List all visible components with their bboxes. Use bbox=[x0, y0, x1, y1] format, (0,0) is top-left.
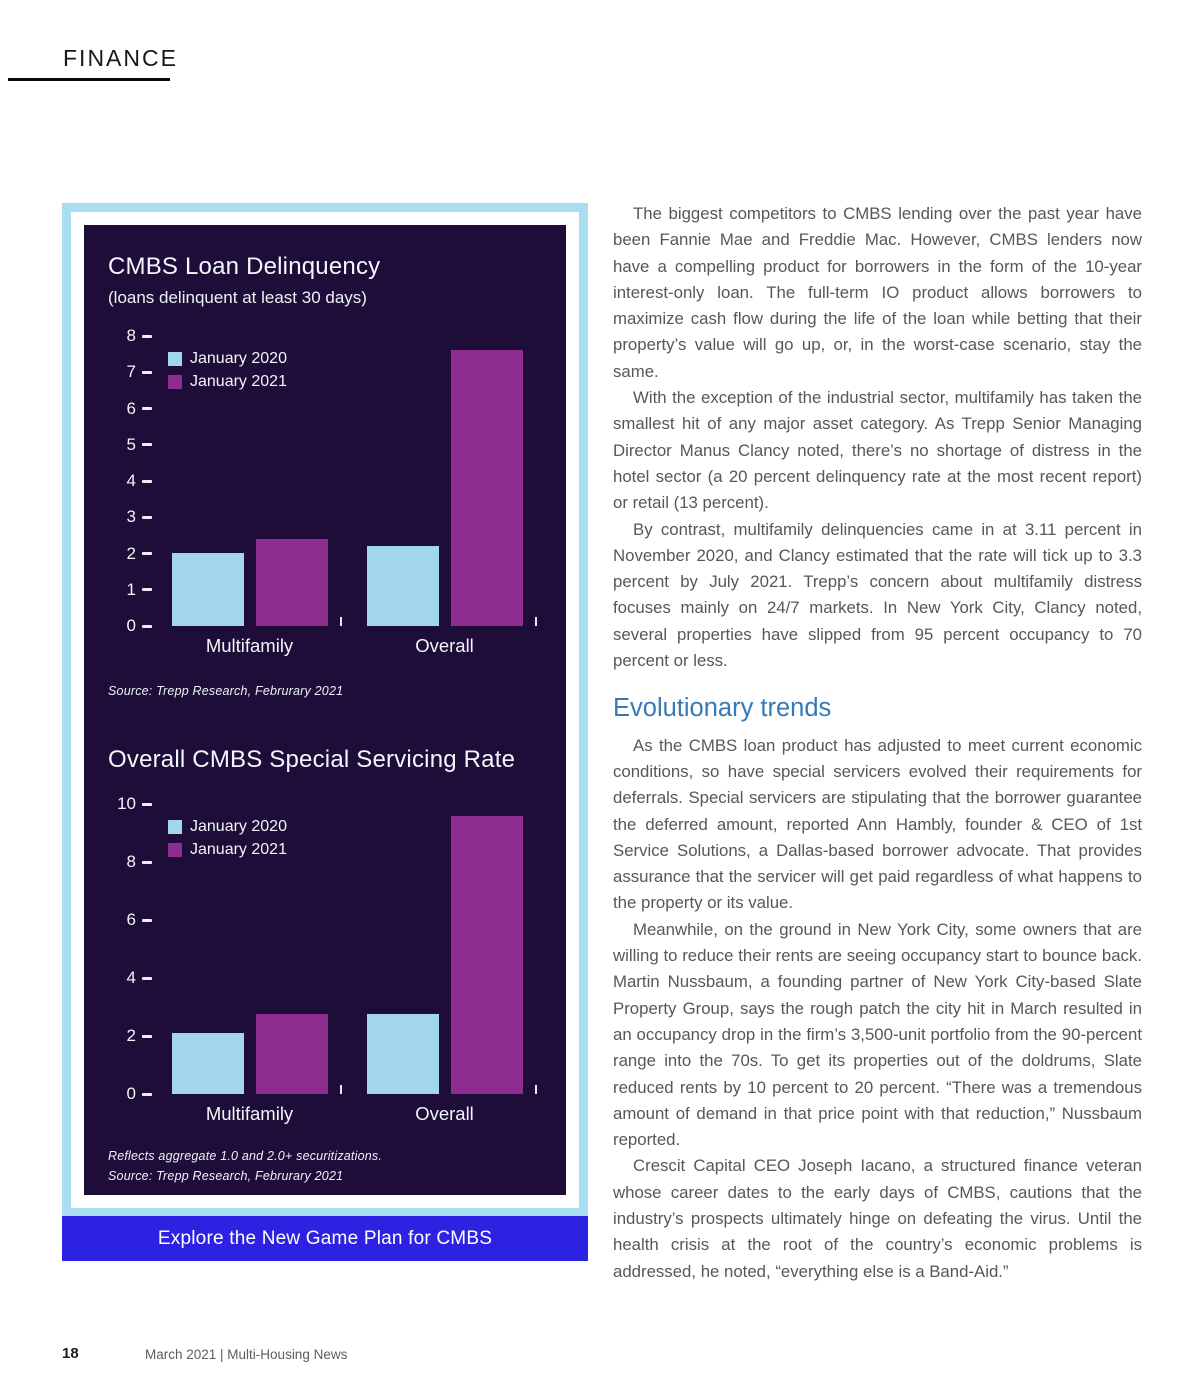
paragraph: As the CMBS loan product has adjusted to… bbox=[613, 735, 1142, 913]
paragraph: The biggest competitors to CMBS lending … bbox=[613, 204, 1142, 381]
legend-label: January 2021 bbox=[190, 373, 287, 390]
y-axis: 0 1 2 3 4 5 6 7 8 bbox=[108, 326, 152, 635]
y-tick-mark bbox=[142, 860, 152, 864]
chart-subtitle: (loans delinquent at least 30 days) bbox=[108, 288, 367, 307]
chart-note: Reflects aggregate 1.0 and 2.0+ securiti… bbox=[108, 1149, 382, 1163]
plot-area: January 2020 January 2021 bbox=[152, 804, 542, 1094]
charts-panel: CMBS Loan Delinquency (loans delinquent … bbox=[62, 203, 588, 1217]
legend-swatch bbox=[168, 352, 182, 366]
y-tick-mark bbox=[142, 588, 152, 592]
y-tick-mark bbox=[142, 1092, 152, 1096]
bar-group-multifamily bbox=[152, 336, 347, 626]
paragraph: Crescit Capital CEO Joseph Iacano, a str… bbox=[613, 1156, 1142, 1281]
y-tick-5: 5 bbox=[127, 435, 152, 454]
section-heading: Evolutionary trends bbox=[613, 694, 832, 723]
legend-item: January 2021 bbox=[168, 373, 287, 391]
plot-wrap: 0 1 2 3 4 5 6 7 8 January 2020 January 2021 bbox=[108, 326, 542, 635]
y-tick-2: 2 bbox=[127, 1026, 152, 1045]
y-tick-8: 8 bbox=[127, 326, 152, 345]
x-label-overall: Overall bbox=[415, 1103, 474, 1124]
y-tick-mark bbox=[142, 1034, 152, 1038]
paragraph: Meanwhile, on the ground in New York Cit… bbox=[613, 919, 1142, 1150]
legend: January 2020 January 2021 bbox=[168, 350, 287, 396]
legend-label: January 2021 bbox=[190, 841, 287, 858]
bar-multifamily-january-2020 bbox=[171, 1033, 244, 1094]
y-tick-0: 0 bbox=[127, 616, 152, 635]
y-tick-mark bbox=[142, 552, 152, 555]
bar-multifamily-january-2020 bbox=[171, 553, 244, 626]
y-tick-mark bbox=[142, 443, 152, 447]
y-tick-mark bbox=[142, 515, 152, 519]
chart-cmbs-loan-delinquency: CMBS Loan Delinquency (loans delinquent … bbox=[108, 253, 542, 698]
paragraph: By contrast, multifamily delinquencies c… bbox=[613, 519, 1142, 671]
legend-swatch bbox=[168, 843, 182, 857]
y-tick-mark bbox=[142, 407, 152, 410]
legend-swatch bbox=[168, 820, 182, 834]
y-tick-6: 6 bbox=[127, 910, 152, 929]
y-tick-mark bbox=[142, 624, 152, 628]
legend: January 2020 January 2021 bbox=[168, 818, 287, 864]
section-rule bbox=[8, 78, 170, 81]
chart-title: CMBS Loan Delinquency bbox=[108, 253, 381, 280]
y-tick-4: 4 bbox=[127, 471, 152, 490]
footer-text: March 2021 | Multi-Housing News bbox=[145, 1347, 348, 1362]
bar-overall-january-2021 bbox=[450, 816, 523, 1094]
y-tick-mark bbox=[142, 334, 152, 338]
bar-group-overall bbox=[347, 804, 542, 1094]
x-label-multifamily: Multifamily bbox=[205, 1103, 294, 1124]
legend-swatch bbox=[168, 375, 182, 389]
page-number: 18 bbox=[62, 1345, 79, 1362]
bar-multifamily-january-2021 bbox=[255, 539, 328, 626]
plot-area: January 2020 January 2021 bbox=[152, 336, 542, 626]
y-tick-mark bbox=[142, 918, 152, 922]
y-tick-mark bbox=[142, 479, 152, 483]
y-tick-mark bbox=[142, 370, 152, 374]
plot-wrap: 0 2 4 6 8 10 January 2020 January 2021 bbox=[108, 794, 542, 1103]
bar-multifamily-january-2021 bbox=[255, 1014, 328, 1094]
bar-group-multifamily bbox=[152, 804, 347, 1094]
chart-source: Source: Trepp Research, Februrary 2021 bbox=[108, 684, 344, 698]
bar-overall-january-2020 bbox=[366, 1014, 439, 1094]
y-tick-2: 2 bbox=[127, 544, 152, 563]
chart-title: Overall CMBS Special Servicing Rate bbox=[108, 746, 516, 773]
bar-overall-january-2020 bbox=[366, 546, 439, 626]
y-tick-mark bbox=[142, 802, 152, 806]
y-tick-mark bbox=[142, 976, 152, 980]
x-label-overall: Overall bbox=[415, 635, 474, 656]
cta-explore-cmbs-button[interactable]: Explore the New Game Plan for CMBS bbox=[62, 1216, 588, 1261]
legend-item: January 2020 bbox=[168, 350, 287, 368]
bar-overall-january-2021 bbox=[450, 350, 523, 626]
y-tick-7: 7 bbox=[127, 362, 152, 381]
x-axis-labels: Multifamily Overall bbox=[152, 1094, 542, 1125]
legend-label: January 2020 bbox=[190, 350, 287, 367]
x-axis-labels: Multifamily Overall bbox=[152, 626, 542, 657]
legend-item: January 2020 bbox=[168, 818, 287, 836]
y-tick-10: 10 bbox=[117, 794, 152, 813]
legend-item: January 2021 bbox=[168, 841, 287, 859]
article-column: The biggest competitors to CMBS lending … bbox=[613, 201, 1142, 1285]
y-tick-0: 0 bbox=[127, 1084, 152, 1103]
chart-source: Source: Trepp Research, Februrary 2021 bbox=[108, 1169, 344, 1183]
chart-special-servicing-rate: Overall CMBS Special Servicing Rate 0 2 4 6… bbox=[108, 746, 542, 1183]
section-label: FINANCE bbox=[63, 45, 178, 71]
y-tick-8: 8 bbox=[127, 852, 152, 871]
y-tick-3: 3 bbox=[127, 507, 152, 526]
charts-panel-inner: CMBS Loan Delinquency (loans delinquent … bbox=[84, 225, 566, 1195]
y-tick-1: 1 bbox=[127, 580, 152, 599]
y-tick-4: 4 bbox=[127, 968, 152, 987]
y-axis: 0 2 4 6 8 10 bbox=[108, 794, 152, 1103]
paragraph: With the exception of the industrial sec… bbox=[613, 388, 1142, 513]
x-label-multifamily: Multifamily bbox=[205, 635, 294, 656]
legend-label: January 2020 bbox=[190, 818, 287, 835]
bar-group-overall bbox=[347, 336, 542, 626]
y-tick-6: 6 bbox=[127, 399, 152, 418]
